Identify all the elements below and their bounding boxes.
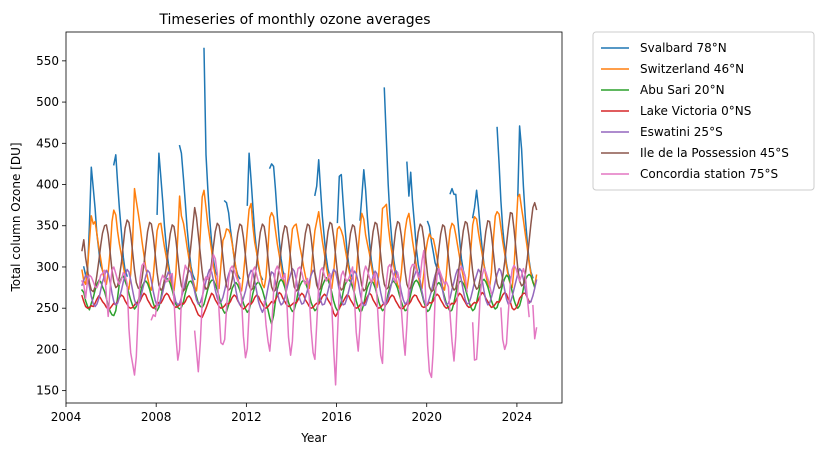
legend-label: Switzerland 46°N — [640, 62, 744, 76]
x-tick-label: 2012 — [231, 410, 262, 424]
y-tick-label: 550 — [36, 54, 59, 68]
y-axis: 150 200 250 300 350 400 450 500 550 — [36, 54, 66, 398]
y-tick-label: 500 — [36, 95, 59, 109]
x-tick-label: 2008 — [141, 410, 172, 424]
plot-frame — [65, 31, 563, 404]
series-line-switzerland-46-n-1 — [81, 187, 538, 292]
series-line-concordia-station-75-s-7 — [532, 304, 538, 340]
legend-label: Eswatini 25°S — [640, 125, 723, 139]
legend-item-switzerland-46-n: Switzerland 46°N — [601, 62, 744, 76]
legend-item-abu-sari-20-n: Abu Sari 20°N — [601, 83, 725, 97]
series-line-svalbard-78-n-8 — [268, 163, 286, 278]
series-line-svalbard-78-n-3 — [156, 152, 174, 279]
legend-label: Svalbard 78°N — [640, 41, 727, 55]
x-axis: 2004 2008 2012 2016 2020 2024 — [51, 403, 532, 424]
x-tick-label: 2004 — [51, 410, 82, 424]
legend-item-ile-de-la-possession-45-s: Ile de la Possession 45°S — [601, 146, 789, 160]
legend-label: Abu Sari 20°N — [640, 83, 725, 97]
y-tick-label: 150 — [36, 384, 59, 398]
legend-box — [592, 31, 815, 191]
y-tick-label: 450 — [36, 136, 59, 150]
legend-label: Lake Victoria 0°NS — [640, 104, 751, 118]
plot-area — [65, 31, 563, 404]
series-line-concordia-station-75-s-5 — [471, 267, 493, 361]
series-eswatini-25-s — [81, 267, 538, 314]
series-line-svalbard-78-n-9 — [314, 159, 331, 277]
series-line-eswatini-25-s-1 — [81, 267, 538, 314]
legend-label: Concordia station 75°S — [640, 167, 778, 181]
series-line-concordia-station-75-s-6 — [500, 264, 530, 351]
x-tick-label: 2016 — [321, 410, 352, 424]
series-switzerland-46-n — [81, 187, 538, 292]
y-tick-label: 400 — [36, 178, 59, 192]
x-tick-label: 2020 — [411, 410, 442, 424]
series-layer — [80, 47, 538, 386]
legend-item-svalbard-78-n: Svalbard 78°N — [601, 41, 727, 55]
series-line-svalbard-78-n-10 — [336, 173, 354, 280]
y-axis-label: Total column Ozone [DU] — [9, 142, 23, 292]
chart-title: Timeseries of monthly ozone averages — [158, 12, 430, 28]
x-axis-label: Year — [300, 431, 326, 445]
y-tick-label: 350 — [36, 219, 59, 233]
series-ile-de-la-possession-45-s — [81, 201, 538, 293]
y-tick-label: 250 — [36, 301, 59, 315]
series-line-concordia-station-75-s-2 — [150, 264, 189, 361]
series-line-concordia-station-75-s-4 — [263, 249, 468, 386]
x-tick-label: 2024 — [502, 410, 533, 424]
y-tick-label: 300 — [36, 260, 59, 274]
series-line-svalbard-78-n-5 — [203, 47, 219, 277]
series-line-svalbard-78-n-2 — [112, 154, 129, 277]
legend-item-eswatini-25-s: Eswatini 25°S — [601, 125, 723, 139]
legend-item-concordia-station-75-s: Concordia station 75°S — [601, 167, 778, 181]
plot-background — [66, 32, 562, 403]
series-line-svalbard-78-n-13 — [406, 161, 422, 276]
series-line-concordia-station-75-s-3 — [193, 253, 260, 373]
series-line-ile-de-la-possession-45-s-1 — [81, 201, 538, 293]
series-line-concordia-station-75-s-1 — [81, 262, 147, 376]
series-line-svalbard-78-n-15 — [449, 187, 467, 278]
legend: Svalbard 78°N Switzerland 46°N Abu Sari 20… — [592, 31, 815, 191]
y-tick-label: 200 — [36, 342, 59, 356]
series-line-svalbard-78-n-4 — [178, 144, 196, 281]
legend-item-lake-victoria-0-ns: Lake Victoria 0°NS — [601, 104, 751, 118]
series-concordia-station-75-s — [81, 249, 538, 386]
legend-label: Ile de la Possession 45°S — [640, 146, 789, 160]
